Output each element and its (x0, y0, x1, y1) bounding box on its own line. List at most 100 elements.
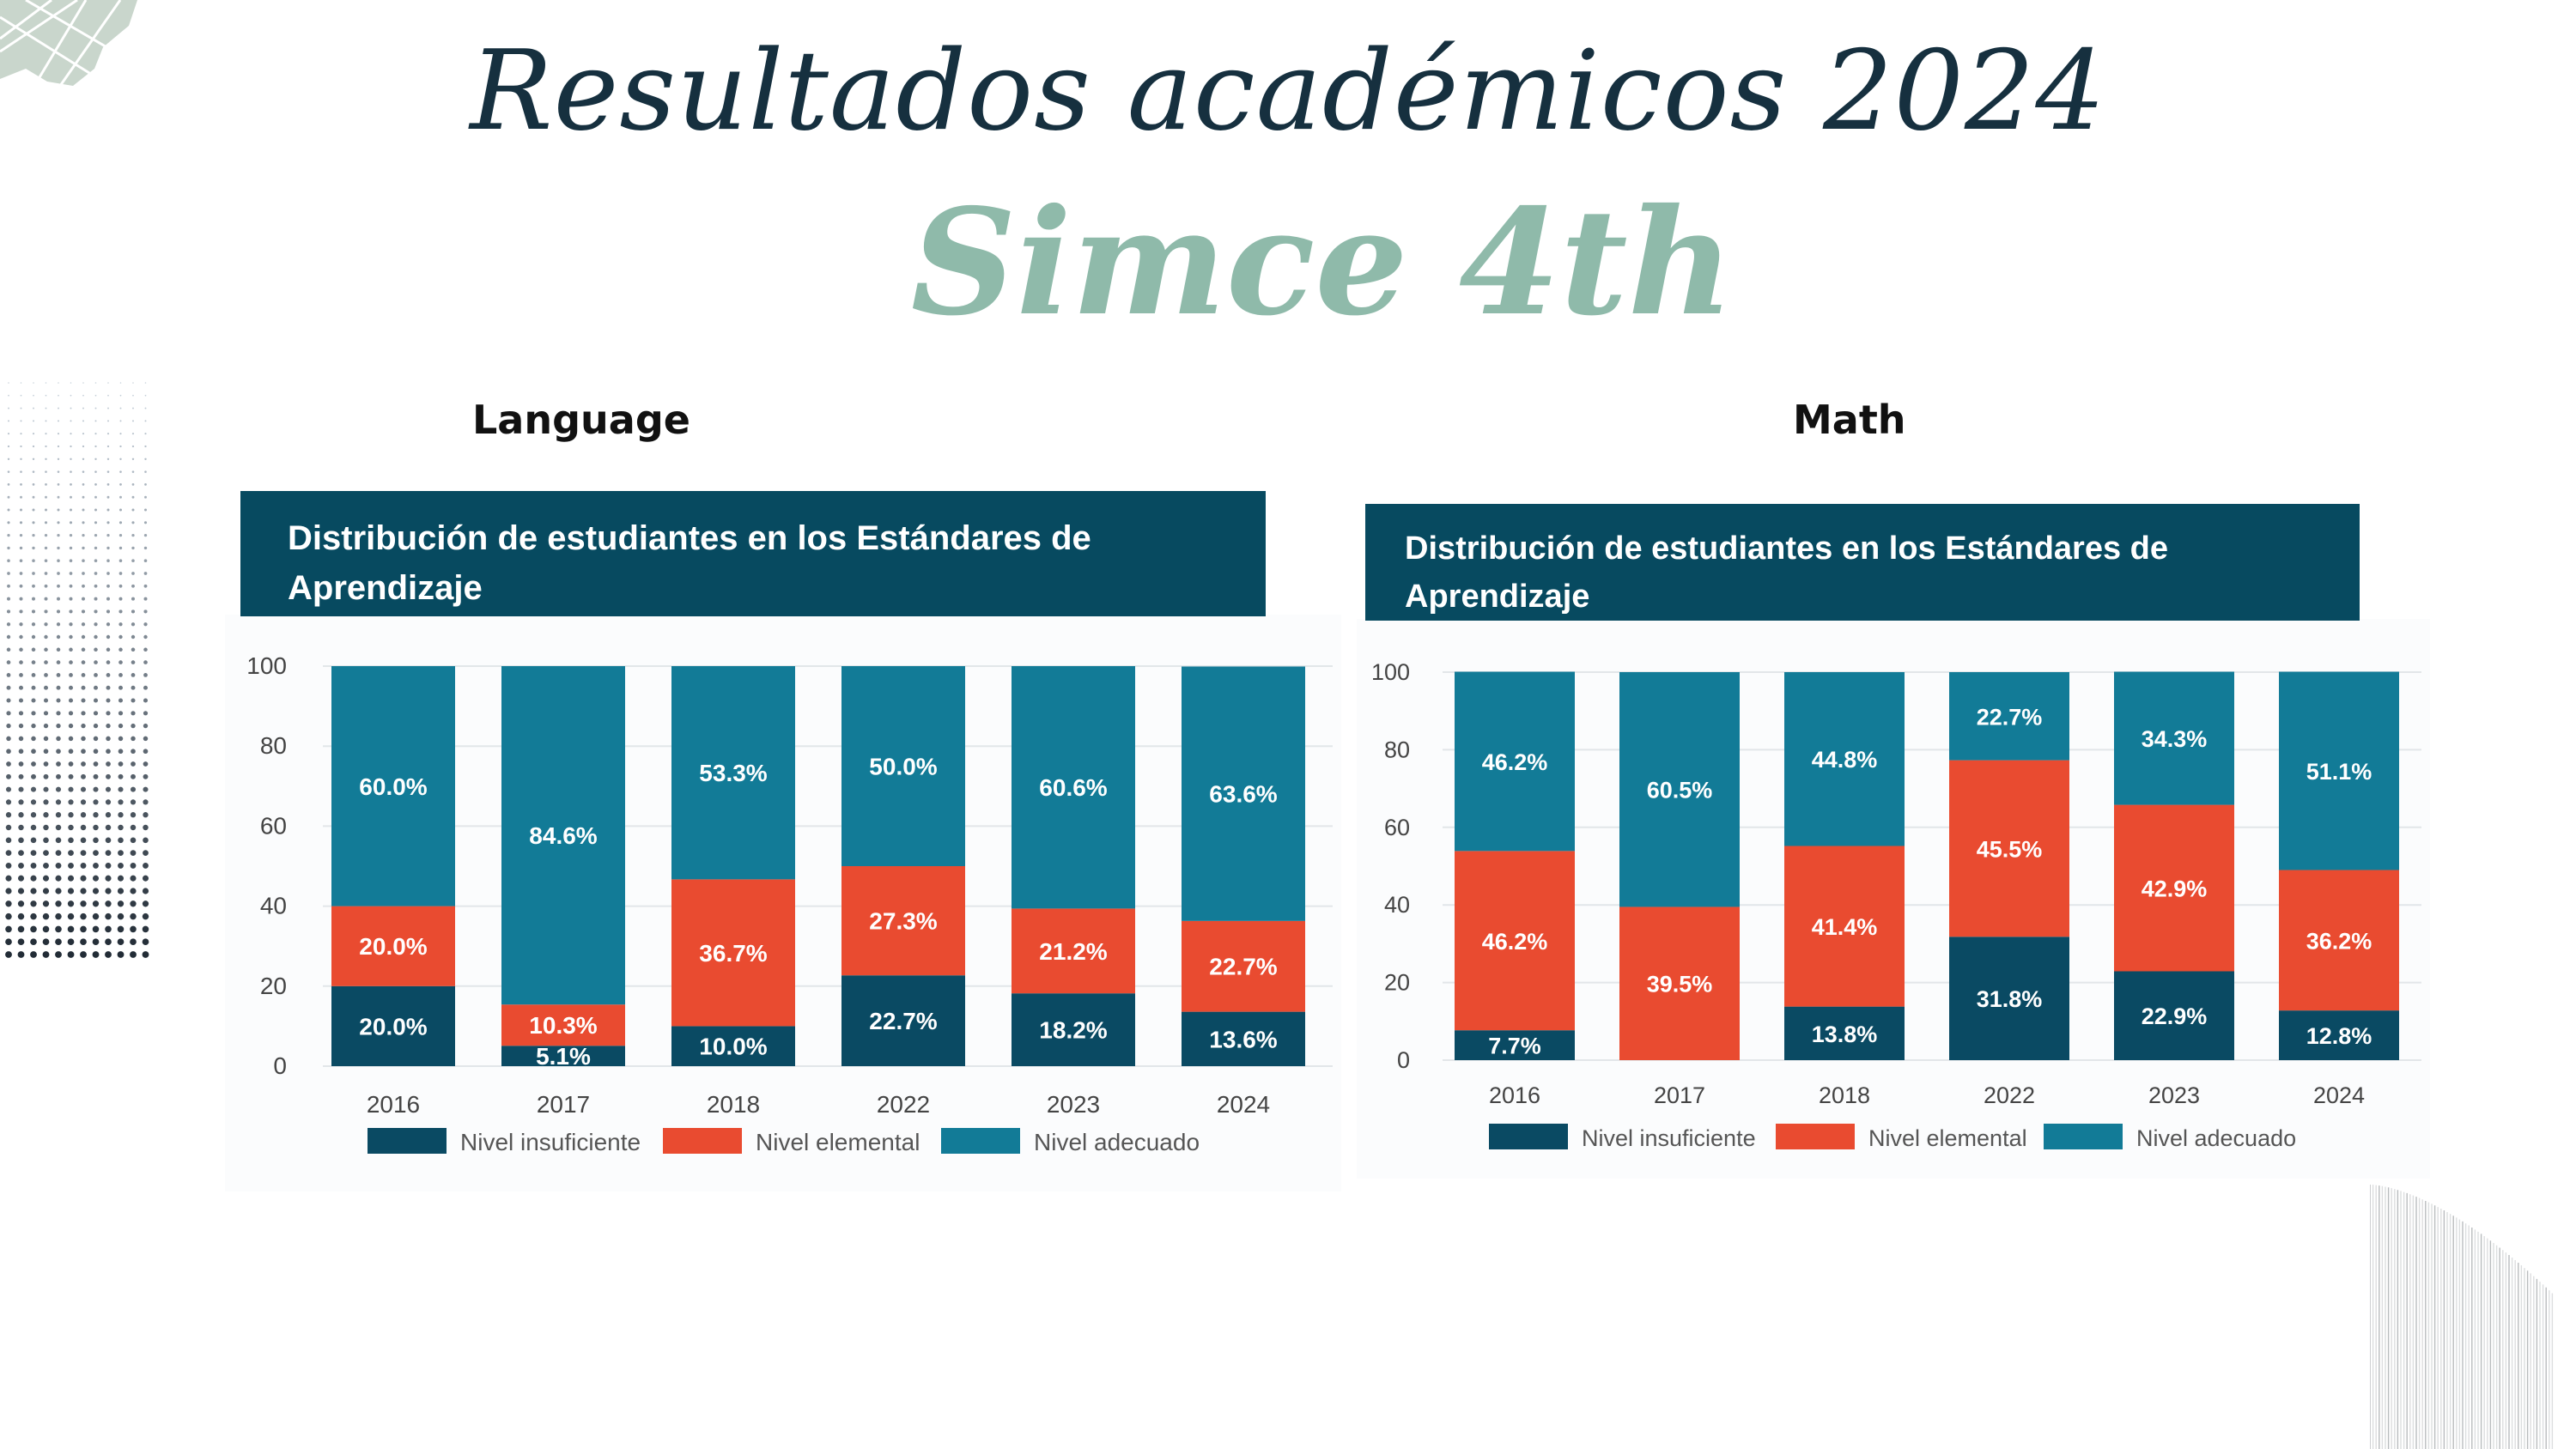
math-y-tick-label: 40 (1384, 892, 1410, 918)
math-bar-nivel-adecuado (1455, 671, 1575, 852)
language-data-label: 27.3% (869, 908, 937, 935)
language-chart: Distribución de estudiantes en los Están… (225, 491, 1341, 1191)
math-data-label: 51.1% (2306, 759, 2372, 785)
math-data-label: 7.7% (1488, 1034, 1541, 1059)
language-data-label: 63.6% (1209, 781, 1277, 808)
language-data-label: 20.0% (359, 1013, 427, 1040)
math-bar-nivel-insuficiente (2279, 1010, 2399, 1060)
math-chart-title-line-1: Distribución de estudiantes en los Están… (1405, 530, 2168, 567)
math-bar-nivel-elemental (1455, 851, 1575, 1031)
math-legend-swatch (2044, 1124, 2123, 1149)
language-chart-title-line-2: Aprendizaje (288, 569, 483, 607)
math-bar-nivel-elemental (1784, 846, 1905, 1007)
language-x-tick-label: 2024 (1217, 1091, 1270, 1118)
math-y-tick-label: 100 (1371, 659, 1410, 685)
math-y-tick-label: 0 (1397, 1047, 1410, 1073)
language-data-label: 60.0% (359, 773, 427, 800)
language-bar-nivel-elemental (331, 906, 455, 986)
math-chart: Distribución de estudiantes en los Están… (1357, 504, 2430, 1179)
language-legend-label: Nivel elemental (756, 1129, 920, 1155)
slide-subtitle: Simce 4th (910, 177, 1735, 349)
math-data-label: 46.2% (1482, 749, 1548, 775)
math-chart-title-line-2: Aprendizaje (1405, 579, 1589, 615)
math-data-label: 42.9% (2142, 876, 2208, 902)
math-data-label: 45.5% (1977, 836, 2043, 862)
language-legend-swatch (941, 1128, 1020, 1154)
language-bar-nivel-insuficiente (1182, 1011, 1305, 1066)
math-x-tick-label: 2022 (1984, 1082, 2035, 1108)
math-data-label: 44.8% (1812, 747, 1878, 773)
language-data-label: 20.0% (359, 933, 427, 960)
language-data-label: 10.3% (529, 1012, 597, 1039)
corner-map-decoration (0, 0, 137, 87)
math-bar-nivel-insuficiente (1784, 1006, 1905, 1060)
math-bar-nivel-elemental (2114, 804, 2234, 972)
language-bar-nivel-adecuado (841, 666, 965, 866)
line-pattern-decoration (2370, 1185, 2554, 1449)
language-data-label: 22.7% (869, 1008, 937, 1034)
language-y-tick-label: 100 (246, 652, 287, 679)
language-y-tick-label: 20 (260, 973, 287, 999)
slide-title: Resultados académicos 2024 (470, 27, 2106, 155)
language-data-label: 50.0% (869, 754, 937, 780)
math-data-label: 12.8% (2306, 1023, 2372, 1049)
language-bar-nivel-elemental (1012, 908, 1135, 994)
math-data-label: 36.2% (2306, 928, 2372, 954)
language-bar-nivel-adecuado (501, 666, 625, 1005)
math-bar-nivel-elemental (1949, 760, 2069, 937)
math-x-tick-label: 2016 (1489, 1082, 1540, 1108)
math-y-tick-label: 20 (1384, 970, 1410, 996)
language-bar-nivel-elemental (671, 879, 795, 1027)
math-x-tick-label: 2023 (2148, 1082, 2200, 1108)
math-legend-swatch (1489, 1124, 1568, 1149)
language-bar-nivel-elemental (841, 866, 965, 976)
language-bar-nivel-insuficiente (841, 975, 965, 1066)
language-data-label: 60.6% (1039, 774, 1107, 801)
math-bar-nivel-adecuado (1619, 672, 1740, 907)
language-bar-nivel-insuficiente (1012, 993, 1135, 1066)
language-chart-header (240, 491, 1266, 616)
language-data-label: 13.6% (1209, 1026, 1277, 1052)
language-data-label: 21.2% (1039, 938, 1107, 965)
dot-grid-decoration (5, 382, 149, 958)
language-data-label: 18.2% (1039, 1017, 1107, 1044)
language-data-label: 36.7% (699, 940, 767, 967)
math-bar-nivel-adecuado (2279, 671, 2399, 870)
math-bar-nivel-adecuado (1784, 672, 1905, 846)
math-y-tick-label: 60 (1384, 815, 1410, 840)
math-data-label: 34.3% (2142, 726, 2208, 752)
language-y-tick-label: 60 (260, 812, 287, 839)
math-bar-nivel-insuficiente (1949, 937, 2069, 1060)
language-data-label: 10.0% (699, 1034, 767, 1060)
math-legend-label: Nivel elemental (1868, 1125, 2027, 1151)
math-data-label: 39.5% (1647, 972, 1713, 997)
math-data-label: 13.8% (1812, 1022, 1878, 1047)
language-y-tick-label: 0 (273, 1052, 287, 1079)
math-bar-nivel-insuficiente (2114, 971, 2234, 1060)
language-data-label: 5.1% (536, 1043, 591, 1070)
language-data-label: 53.3% (699, 760, 767, 786)
language-x-tick-label: 2018 (707, 1091, 760, 1118)
language-bar-nivel-insuficiente (501, 1046, 625, 1066)
language-x-tick-label: 2017 (537, 1091, 590, 1118)
math-chart-header (1365, 504, 2360, 621)
math-x-tick-label: 2017 (1654, 1082, 1705, 1108)
language-bar-nivel-insuficiente (671, 1026, 795, 1066)
language-bar-nivel-elemental (1182, 920, 1305, 1012)
language-legend-label: Nivel insuficiente (460, 1129, 641, 1155)
math-data-label: 41.4% (1812, 914, 1878, 940)
language-bar-nivel-insuficiente (331, 985, 455, 1066)
language-chart-label: Language (472, 397, 690, 443)
math-data-label: 60.5% (1647, 778, 1713, 803)
math-data-label: 46.2% (1482, 929, 1548, 955)
math-legend-label: Nivel insuficiente (1582, 1125, 1756, 1151)
math-data-label: 31.8% (1977, 986, 2043, 1012)
math-x-tick-label: 2024 (2313, 1082, 2365, 1108)
language-chart-title-line-1: Distribución de estudiantes en los Están… (288, 519, 1091, 557)
language-legend-label: Nivel adecuado (1034, 1129, 1200, 1155)
language-data-label: 84.6% (529, 822, 597, 849)
language-legend-swatch (663, 1128, 742, 1154)
math-legend-swatch (1776, 1124, 1855, 1149)
math-y-tick-label: 80 (1384, 737, 1410, 762)
language-bar-nivel-adecuado (1012, 666, 1135, 909)
